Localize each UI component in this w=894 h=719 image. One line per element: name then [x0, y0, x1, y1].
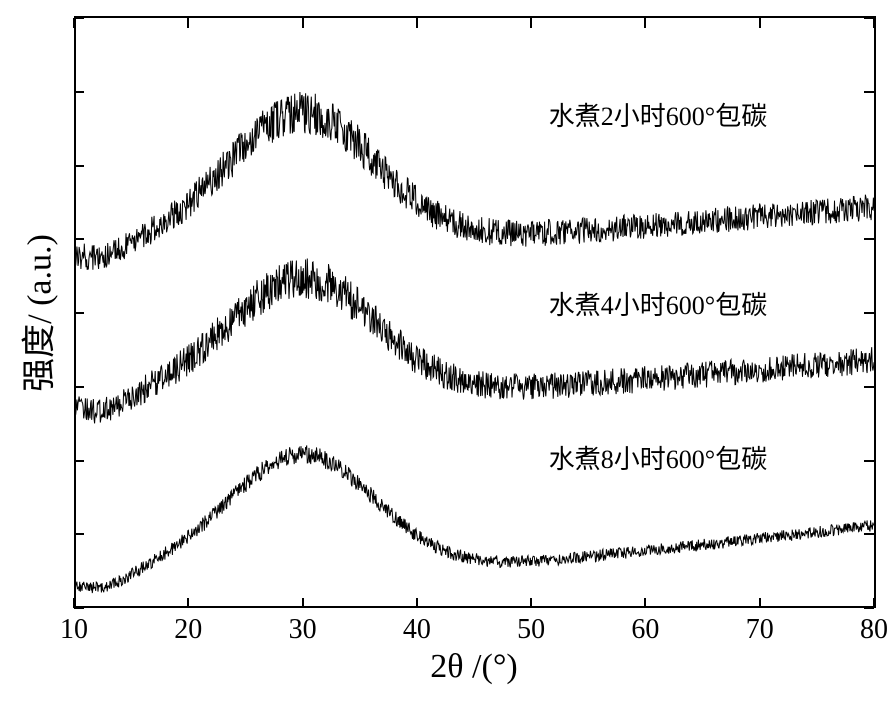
y-tick	[864, 165, 874, 167]
x-tick	[873, 18, 875, 28]
series-label: 水煮4小时600°包碳	[549, 285, 767, 322]
y-axis-title-text: 强度/ (a.u.)	[22, 234, 59, 392]
y-tick	[74, 533, 84, 535]
x-tick	[644, 18, 646, 28]
x-tick	[759, 598, 761, 608]
series-label: 水煮2小时600°包碳	[549, 96, 767, 133]
y-axis-title: 强度/ (a.u.)	[12, 234, 61, 392]
x-tick-label: 80	[860, 614, 888, 646]
x-tick-label: 10	[60, 614, 88, 646]
x-tick	[759, 18, 761, 28]
x-tick	[416, 598, 418, 608]
y-tick	[864, 533, 874, 535]
x-tick	[530, 598, 532, 608]
series-label: 水煮8小时600°包碳	[549, 439, 767, 476]
x-tick	[302, 598, 304, 608]
x-tick	[416, 18, 418, 28]
x-tick	[187, 598, 189, 608]
x-tick-label: 40	[403, 614, 431, 646]
y-tick	[864, 386, 874, 388]
x-tick	[73, 18, 75, 28]
y-tick	[74, 460, 84, 462]
x-tick	[644, 598, 646, 608]
y-tick	[864, 17, 874, 19]
x-tick-label: 30	[289, 614, 317, 646]
x-tick-label: 50	[517, 614, 545, 646]
y-tick	[74, 91, 84, 93]
x-tick	[187, 18, 189, 28]
y-tick	[864, 312, 874, 314]
x-tick-label: 20	[174, 614, 202, 646]
y-tick	[74, 238, 84, 240]
x-tick	[302, 18, 304, 28]
y-tick	[74, 607, 84, 609]
y-tick	[74, 386, 84, 388]
x-tick-label: 60	[631, 614, 659, 646]
xrd-trace	[74, 259, 874, 424]
y-tick	[74, 17, 84, 19]
y-tick	[864, 460, 874, 462]
y-tick	[74, 165, 84, 167]
y-tick	[864, 91, 874, 93]
x-axis-title: 2θ /(°)	[430, 648, 517, 686]
x-axis-title-text: 2θ /(°)	[430, 648, 517, 685]
x-tick	[530, 18, 532, 28]
y-tick	[74, 312, 84, 314]
x-tick-label: 70	[746, 614, 774, 646]
y-tick	[864, 238, 874, 240]
y-tick	[864, 607, 874, 609]
